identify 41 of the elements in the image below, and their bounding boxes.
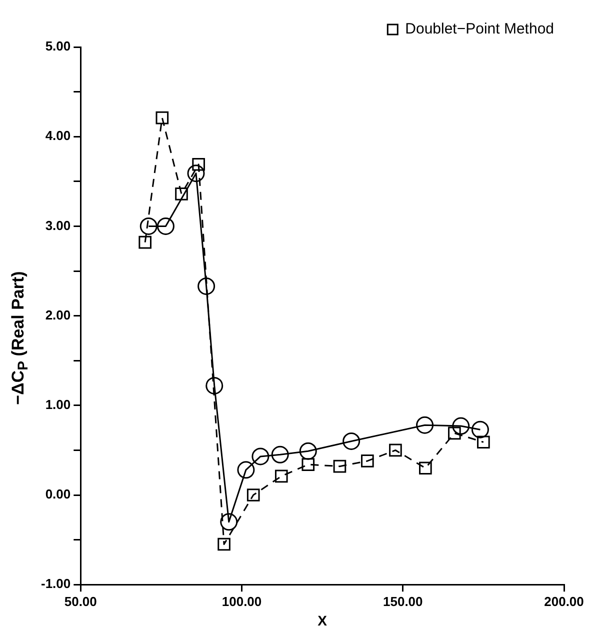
point xyxy=(156,111,169,124)
point xyxy=(220,513,238,531)
point xyxy=(156,217,174,235)
y-tick-label: 0.00 xyxy=(45,486,71,502)
legend-label: Doublet−Point Method xyxy=(405,20,554,38)
point xyxy=(138,236,152,249)
point xyxy=(361,454,374,468)
point xyxy=(206,376,224,394)
point xyxy=(299,442,317,460)
point xyxy=(302,458,315,471)
point xyxy=(274,470,288,483)
x-axis-title: X xyxy=(318,612,328,628)
point xyxy=(140,217,158,235)
y-tick-label: 5.00 xyxy=(45,38,71,54)
point xyxy=(452,417,470,435)
point xyxy=(342,432,360,450)
point xyxy=(389,444,402,457)
point xyxy=(218,538,230,551)
point xyxy=(187,164,205,182)
y-tick-label: 3.00 xyxy=(45,218,71,233)
y-tick-label: 1.00 xyxy=(45,396,71,412)
point xyxy=(237,461,255,479)
point xyxy=(246,488,260,502)
point xyxy=(175,188,188,200)
point xyxy=(333,460,346,473)
point xyxy=(252,448,270,466)
x-tick-label: 50.00 xyxy=(64,594,97,609)
point xyxy=(416,416,434,434)
y-tick-label: 2.00 xyxy=(45,307,71,322)
point xyxy=(271,446,289,464)
y-tick-label: -1.00 xyxy=(40,576,71,592)
y-tick-label: 4.00 xyxy=(45,128,71,144)
point xyxy=(477,436,490,449)
point xyxy=(192,158,205,171)
x-tick-label: 150.00 xyxy=(382,594,423,609)
point xyxy=(419,462,432,475)
x-tick-label: 100.00 xyxy=(222,594,262,609)
point xyxy=(448,426,461,440)
point xyxy=(471,420,489,438)
point xyxy=(198,277,216,295)
x-tick-label: 200.00 xyxy=(544,594,584,609)
